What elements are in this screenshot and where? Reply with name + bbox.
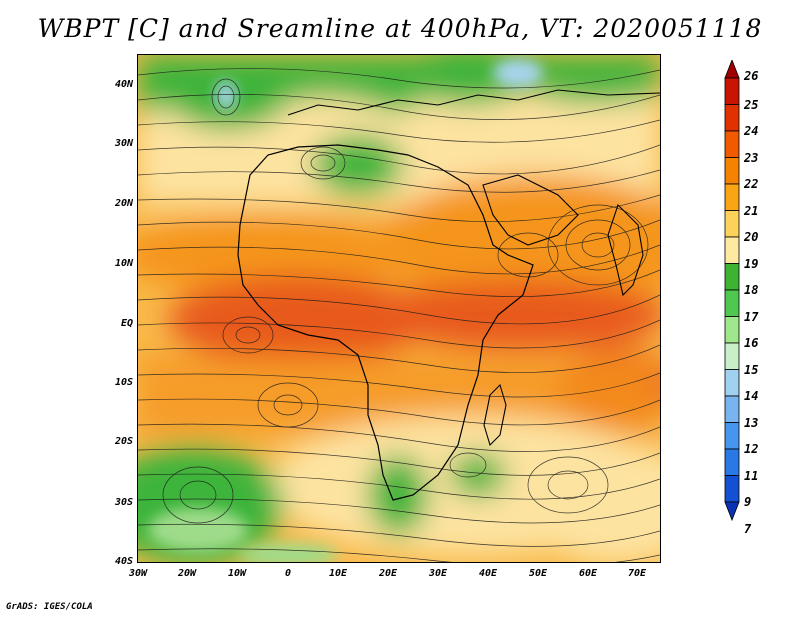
lat-label-40n: 40N	[114, 79, 133, 90]
colorbar	[724, 60, 740, 522]
colorbar-label: 15	[744, 362, 759, 377]
colorbar-box	[724, 104, 740, 132]
europe-coastline	[287, 89, 660, 116]
colorbar-label: 25	[744, 97, 759, 112]
lon-label-0: 0	[284, 568, 292, 579]
colorbar-label: 19	[744, 256, 759, 271]
lat-label-30s: 30S	[114, 497, 133, 508]
lon-label-10w: 10W	[227, 568, 247, 579]
colorbar-label: 12	[744, 442, 759, 456]
colorbar-box	[724, 263, 740, 291]
india-coastline	[607, 203, 644, 297]
lon-label-60e: 60E	[578, 568, 598, 579]
lat-label-40s: 40S	[114, 556, 133, 567]
colorbar-label: 13	[744, 415, 759, 430]
colorbar-label: 7	[744, 521, 752, 536]
colorbar-box	[724, 130, 740, 158]
map-svg	[138, 55, 660, 562]
colorbar-label: 26	[744, 69, 759, 83]
colorbar-label: 9	[744, 495, 752, 509]
temperature-field	[138, 55, 660, 562]
grads-credit: GrADS: IGES/COLA	[6, 602, 93, 612]
lon-label-20e: 20E	[378, 568, 398, 579]
colorbar-label: 21	[744, 203, 759, 218]
colorbar-box	[724, 210, 740, 238]
colorbar-label: 16	[744, 336, 759, 350]
colorbar-bottom-arrow	[724, 501, 740, 522]
lat-label-20n: 20N	[114, 198, 133, 209]
colorbar-box	[724, 475, 740, 503]
chart-title: WBPT [C] and Sreamline at 400hPa, VT: 20…	[37, 14, 763, 43]
colorbar-box	[724, 77, 740, 105]
lon-label-50e: 50E	[528, 568, 548, 579]
colorbar-box	[724, 448, 740, 476]
colorbar-box	[724, 236, 740, 264]
lon-label-20w: 20W	[177, 568, 197, 579]
colorbar-box	[724, 342, 740, 370]
colorbar-box	[724, 157, 740, 185]
colorbar-label: 23	[744, 150, 759, 165]
lon-label-70e: 70E	[627, 568, 647, 579]
colorbar-label: 17	[744, 309, 759, 324]
colorbar-box	[724, 395, 740, 423]
cold-spots	[148, 59, 543, 562]
madagascar-coastline	[483, 383, 507, 447]
colorbar-box	[724, 422, 740, 450]
colorbar-box	[724, 316, 740, 344]
lon-label-30w: 30W	[128, 568, 148, 579]
lat-label-10n: 10N	[114, 258, 133, 269]
map-panel	[137, 54, 661, 563]
streamlines	[138, 68, 660, 562]
colorbar-top-arrow	[724, 60, 740, 79]
lat-label-eq: EQ	[120, 318, 133, 329]
lat-label-20s: 20S	[114, 436, 133, 447]
lon-label-40e: 40E	[478, 568, 498, 579]
colorbar-label: 11	[744, 468, 759, 483]
colorbar-box	[724, 183, 740, 211]
colorbar-label: 20	[744, 230, 759, 244]
lat-label-30n: 30N	[114, 138, 133, 149]
lon-label-10e: 10E	[328, 568, 348, 579]
colorbar-label: 14	[744, 389, 759, 403]
colorbar-label: 18	[744, 283, 759, 297]
arabia-coastline	[482, 174, 579, 246]
lon-label-30e: 30E	[428, 568, 448, 579]
lat-label-10s: 10S	[114, 377, 133, 388]
colorbar-box	[724, 289, 740, 317]
africa-coastline	[237, 144, 534, 501]
colorbar-box	[724, 369, 740, 397]
colorbar-label: 24	[744, 124, 759, 138]
colorbar-label: 22	[744, 177, 759, 191]
